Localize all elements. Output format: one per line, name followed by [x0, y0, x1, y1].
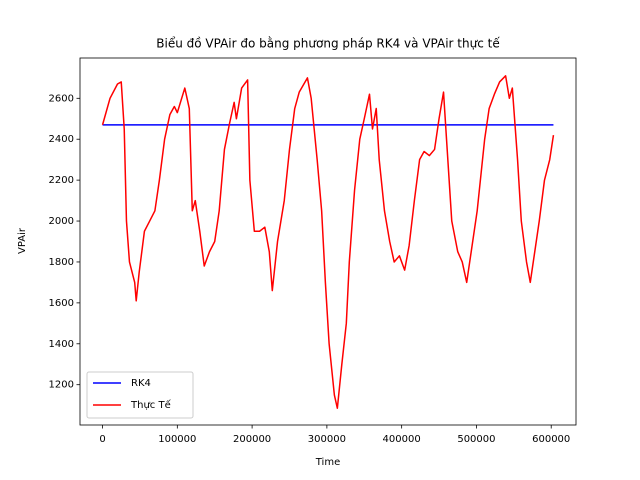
x-tick-label: 200000 [233, 434, 271, 445]
x-tick-label: 400000 [383, 434, 421, 445]
x-tick-label: 600000 [532, 434, 570, 445]
x-tick-label: 500000 [457, 434, 495, 445]
y-tick-label: 1400 [49, 339, 74, 350]
y-tick-label: 1200 [49, 380, 74, 391]
legend-label: Thực Tế [130, 399, 172, 411]
y-tick-label: 2000 [49, 216, 74, 227]
x-tick-label: 300000 [308, 434, 346, 445]
data-line [101, 75, 555, 409]
y-tick-label: 1600 [49, 298, 74, 309]
y-tick-label: 2600 [49, 93, 74, 104]
plot-frame [79, 57, 577, 426]
y-tick-label: 1800 [49, 257, 74, 268]
chart-title: Biểu đồ VPAir đo bằng phương pháp RK4 và… [156, 37, 500, 51]
x-axis-label: Time [315, 457, 340, 468]
y-tick-label: 2400 [49, 134, 74, 145]
y-axis-label: VPAir [17, 227, 28, 254]
y-tick-label: 2200 [49, 175, 74, 186]
legend-label: RK4 [131, 378, 151, 389]
x-tick-label: 0 [99, 434, 105, 445]
x-tick-label: 100000 [158, 434, 196, 445]
legend: RK4 Thực Tế [86, 371, 194, 419]
